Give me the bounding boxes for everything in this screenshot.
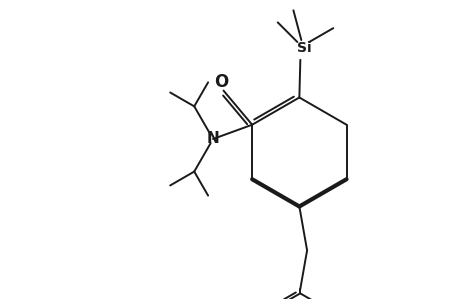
- Text: Si: Si: [297, 41, 311, 55]
- Text: O: O: [214, 73, 228, 91]
- Text: N: N: [206, 131, 219, 146]
